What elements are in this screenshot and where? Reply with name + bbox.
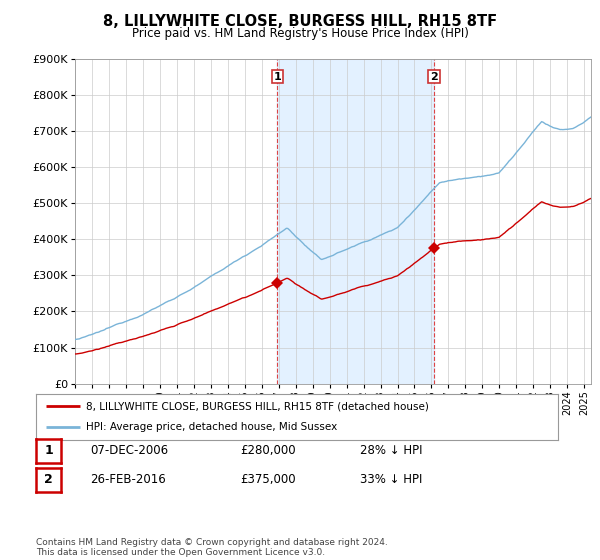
- Text: HPI: Average price, detached house, Mid Sussex: HPI: Average price, detached house, Mid …: [86, 422, 337, 432]
- Text: 2: 2: [44, 473, 53, 487]
- Text: Price paid vs. HM Land Registry's House Price Index (HPI): Price paid vs. HM Land Registry's House …: [131, 27, 469, 40]
- Text: 1: 1: [274, 72, 281, 82]
- Text: £280,000: £280,000: [240, 444, 296, 458]
- Text: 28% ↓ HPI: 28% ↓ HPI: [360, 444, 422, 458]
- Bar: [277, 59, 434, 384]
- Text: 07-DEC-2006: 07-DEC-2006: [90, 444, 168, 458]
- Text: 1: 1: [44, 444, 53, 458]
- Text: 26-FEB-2016: 26-FEB-2016: [90, 473, 166, 487]
- Text: 8, LILLYWHITE CLOSE, BURGESS HILL, RH15 8TF (detached house): 8, LILLYWHITE CLOSE, BURGESS HILL, RH15 …: [86, 401, 428, 411]
- Text: 8, LILLYWHITE CLOSE, BURGESS HILL, RH15 8TF: 8, LILLYWHITE CLOSE, BURGESS HILL, RH15 …: [103, 14, 497, 29]
- Text: 33% ↓ HPI: 33% ↓ HPI: [360, 473, 422, 487]
- Text: £375,000: £375,000: [240, 473, 296, 487]
- Text: 2: 2: [430, 72, 438, 82]
- Text: Contains HM Land Registry data © Crown copyright and database right 2024.
This d: Contains HM Land Registry data © Crown c…: [36, 538, 388, 557]
